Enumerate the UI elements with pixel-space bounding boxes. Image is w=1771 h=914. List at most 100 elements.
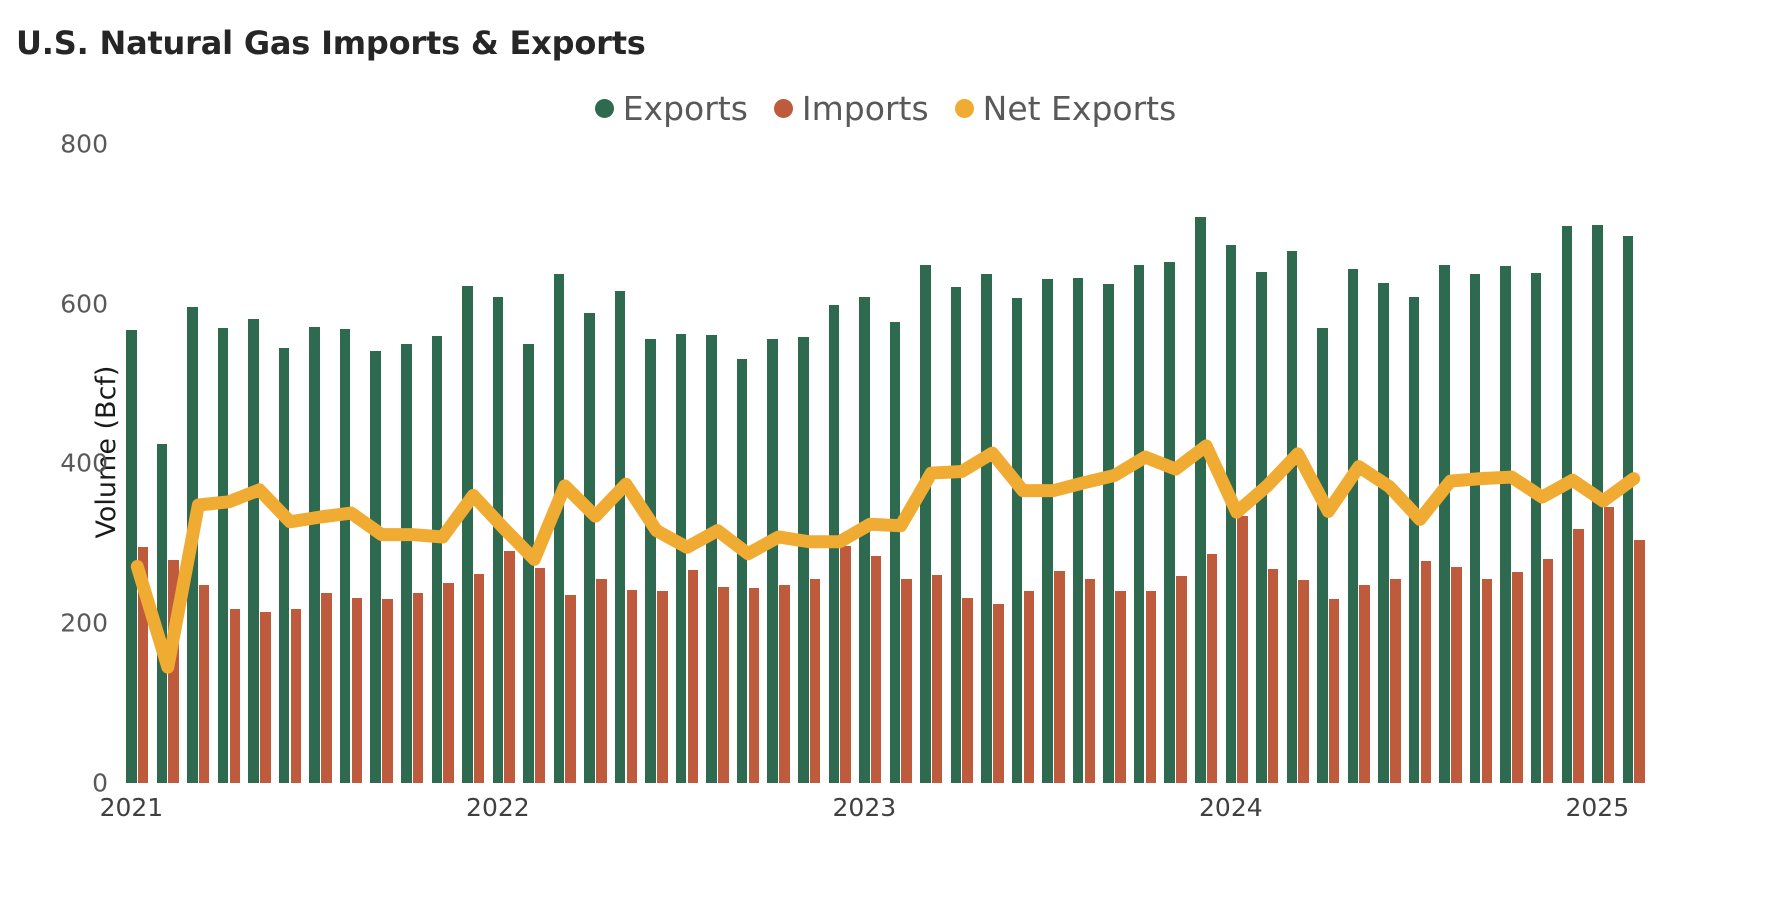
bar-exports xyxy=(1195,216,1206,783)
bar-imports xyxy=(1512,572,1523,783)
bar-imports xyxy=(595,579,607,783)
bar-imports xyxy=(229,608,241,783)
bar-imports xyxy=(1573,528,1584,783)
x-tick-label: 2021 xyxy=(99,793,164,822)
legend-marker-icon xyxy=(954,99,974,118)
bar-exports xyxy=(1164,262,1175,783)
bar-imports xyxy=(1115,591,1126,783)
bar-exports xyxy=(1378,282,1389,783)
bar-exports xyxy=(950,286,962,783)
bar-imports xyxy=(1237,516,1248,783)
x-tick-label: 2025 xyxy=(1565,793,1630,822)
bar-exports xyxy=(217,327,229,783)
bar-imports xyxy=(1359,584,1370,783)
bar-exports xyxy=(614,290,626,783)
bar-exports xyxy=(1500,266,1511,783)
bar-exports xyxy=(584,312,595,783)
bar-imports xyxy=(565,595,576,783)
y-tick-label: 600 xyxy=(60,289,108,319)
bar-imports xyxy=(351,598,363,783)
bar-imports xyxy=(1420,560,1432,783)
bar-layer xyxy=(122,120,1649,783)
x-tick-label: 2023 xyxy=(832,793,897,822)
bar-exports xyxy=(553,274,565,783)
bar-exports xyxy=(1561,226,1573,783)
bar-imports xyxy=(779,584,790,783)
bar-exports xyxy=(767,338,778,783)
bar-exports xyxy=(523,344,534,783)
bar-exports xyxy=(1317,327,1328,783)
bar-exports xyxy=(736,358,748,783)
bar-imports xyxy=(168,560,179,783)
bar-exports xyxy=(339,328,351,783)
bar-imports xyxy=(687,569,699,783)
bar-exports xyxy=(889,322,901,783)
x-tick-label: 2022 xyxy=(466,793,530,822)
bar-imports xyxy=(534,568,546,783)
bar-exports xyxy=(1256,271,1267,783)
bar-exports xyxy=(400,344,412,783)
bar-imports xyxy=(1634,540,1645,783)
bar-imports xyxy=(504,551,515,783)
bar-exports xyxy=(675,334,687,783)
bar-exports xyxy=(1622,235,1634,783)
bar-exports xyxy=(645,338,656,783)
bar-imports xyxy=(870,556,882,783)
bar-exports xyxy=(1011,298,1023,783)
bar-imports xyxy=(412,592,424,783)
bar-imports xyxy=(1542,558,1554,783)
bar-imports xyxy=(1328,599,1340,783)
bar-imports xyxy=(1176,576,1187,783)
bar-exports xyxy=(309,326,320,783)
bar-exports xyxy=(156,444,168,783)
bar-exports xyxy=(1103,283,1114,783)
bar-imports xyxy=(993,604,1004,783)
bar-imports xyxy=(840,545,851,783)
x-tick-label: 2024 xyxy=(1199,793,1263,822)
bar-exports xyxy=(1286,251,1298,783)
bar-exports xyxy=(492,296,504,783)
bar-imports xyxy=(962,598,973,783)
bar-imports xyxy=(260,612,271,783)
bar-exports xyxy=(1439,265,1450,783)
bar-imports xyxy=(748,588,760,783)
bar-imports xyxy=(901,579,912,783)
bar-imports xyxy=(443,582,454,783)
bar-imports xyxy=(809,578,821,783)
bar-exports xyxy=(859,297,870,783)
bar-exports xyxy=(431,336,443,783)
bar-exports xyxy=(981,274,992,783)
bar-exports xyxy=(1347,268,1359,783)
bar-imports xyxy=(137,546,149,783)
bar-imports xyxy=(321,592,332,783)
y-tick-label: 0 xyxy=(92,768,108,798)
y-tick-label: 800 xyxy=(60,129,108,159)
bar-imports xyxy=(290,608,302,783)
net-exports-line-layer xyxy=(130,439,1641,674)
bar-imports xyxy=(1298,580,1309,783)
bar-imports xyxy=(473,573,485,783)
y-tick-label: 400 xyxy=(60,448,108,478)
bar-imports xyxy=(1145,590,1157,783)
bar-imports xyxy=(931,575,943,783)
bar-exports xyxy=(1408,297,1420,783)
bar-imports xyxy=(1267,568,1279,783)
y-tick-label: 200 xyxy=(60,608,108,638)
bar-imports xyxy=(1054,571,1065,783)
bar-imports xyxy=(1603,506,1615,783)
bar-exports xyxy=(1530,272,1542,783)
bar-imports xyxy=(1390,579,1401,783)
bar-exports xyxy=(706,334,717,783)
bar-exports xyxy=(920,265,931,783)
bar-exports xyxy=(798,337,809,783)
bar-exports xyxy=(370,350,381,783)
bar-imports xyxy=(1084,578,1096,783)
bar-imports xyxy=(1023,590,1035,783)
bar-imports xyxy=(382,599,393,783)
bar-imports xyxy=(1481,578,1493,783)
legend-marker-icon xyxy=(773,99,793,118)
bar-imports xyxy=(1451,567,1462,783)
bar-exports xyxy=(1469,274,1481,783)
net-exports-line xyxy=(130,439,1641,674)
